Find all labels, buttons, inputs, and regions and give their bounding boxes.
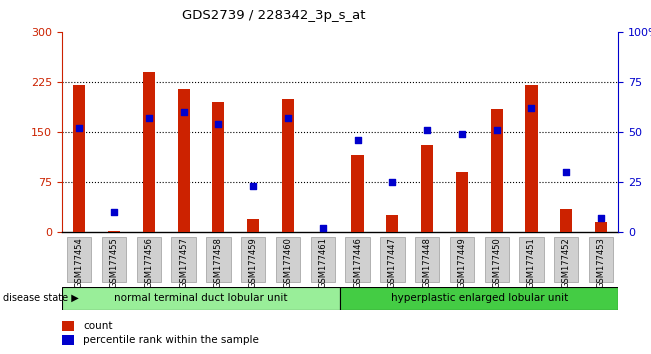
Point xyxy=(283,115,293,121)
Point xyxy=(526,105,536,111)
Bar xyxy=(595,222,607,232)
Text: GSM177453: GSM177453 xyxy=(596,237,605,288)
Text: GSM177446: GSM177446 xyxy=(353,237,362,288)
Bar xyxy=(62,321,74,331)
FancyBboxPatch shape xyxy=(67,237,91,282)
FancyBboxPatch shape xyxy=(484,237,509,282)
FancyBboxPatch shape xyxy=(171,237,196,282)
Text: GSM177448: GSM177448 xyxy=(422,237,432,288)
Text: disease state ▶: disease state ▶ xyxy=(3,293,79,303)
Point xyxy=(74,125,85,131)
Bar xyxy=(62,336,74,345)
FancyBboxPatch shape xyxy=(450,237,474,282)
Text: GSM177449: GSM177449 xyxy=(458,237,466,288)
Bar xyxy=(560,209,572,232)
Bar xyxy=(386,215,398,232)
Text: hyperplastic enlarged lobular unit: hyperplastic enlarged lobular unit xyxy=(391,293,568,303)
Text: GSM177454: GSM177454 xyxy=(75,237,84,288)
Bar xyxy=(491,109,503,232)
FancyBboxPatch shape xyxy=(311,237,335,282)
Text: GSM177450: GSM177450 xyxy=(492,237,501,288)
Point xyxy=(422,127,432,133)
Text: GSM177457: GSM177457 xyxy=(179,237,188,288)
FancyBboxPatch shape xyxy=(346,237,370,282)
FancyBboxPatch shape xyxy=(589,237,613,282)
FancyBboxPatch shape xyxy=(519,237,544,282)
Bar xyxy=(525,85,538,232)
Point xyxy=(318,225,328,231)
Bar xyxy=(62,287,340,310)
Point xyxy=(561,169,572,175)
Bar xyxy=(247,218,259,232)
Bar xyxy=(421,145,433,232)
Bar xyxy=(340,287,618,310)
Point xyxy=(492,127,502,133)
FancyBboxPatch shape xyxy=(137,237,161,282)
Text: GSM177459: GSM177459 xyxy=(249,237,258,288)
Bar xyxy=(456,172,468,232)
Text: GSM177461: GSM177461 xyxy=(318,237,327,288)
Bar xyxy=(212,102,225,232)
Point xyxy=(213,121,223,127)
FancyBboxPatch shape xyxy=(102,237,126,282)
Bar xyxy=(143,72,155,232)
Point xyxy=(387,179,398,185)
Text: GSM177458: GSM177458 xyxy=(214,237,223,288)
Point xyxy=(596,215,606,221)
Text: GSM177452: GSM177452 xyxy=(562,237,571,288)
Text: GSM177455: GSM177455 xyxy=(109,237,118,288)
Text: GSM177447: GSM177447 xyxy=(388,237,397,288)
Bar xyxy=(73,85,85,232)
FancyBboxPatch shape xyxy=(206,237,230,282)
Text: GDS2739 / 228342_3p_s_at: GDS2739 / 228342_3p_s_at xyxy=(182,9,365,22)
Point xyxy=(248,183,258,189)
Text: percentile rank within the sample: percentile rank within the sample xyxy=(83,335,259,346)
FancyBboxPatch shape xyxy=(415,237,439,282)
Text: count: count xyxy=(83,321,113,331)
Text: GSM177451: GSM177451 xyxy=(527,237,536,288)
Point xyxy=(352,137,363,143)
Bar xyxy=(352,155,364,232)
Point xyxy=(457,131,467,137)
FancyBboxPatch shape xyxy=(241,237,266,282)
Point xyxy=(178,109,189,115)
FancyBboxPatch shape xyxy=(554,237,579,282)
Bar xyxy=(108,230,120,232)
Text: normal terminal duct lobular unit: normal terminal duct lobular unit xyxy=(114,293,288,303)
FancyBboxPatch shape xyxy=(276,237,300,282)
Text: GSM177460: GSM177460 xyxy=(283,237,292,288)
Bar xyxy=(282,98,294,232)
Bar xyxy=(178,88,189,232)
Point xyxy=(109,209,119,215)
FancyBboxPatch shape xyxy=(380,237,404,282)
Text: GSM177456: GSM177456 xyxy=(145,237,154,288)
Point xyxy=(144,115,154,121)
